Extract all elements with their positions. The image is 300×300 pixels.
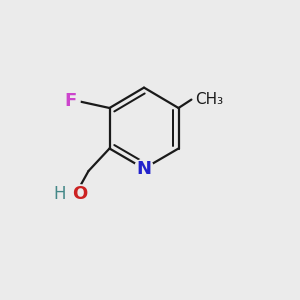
- Text: N: N: [136, 160, 152, 178]
- Circle shape: [50, 185, 70, 204]
- Text: CH₃: CH₃: [195, 92, 223, 107]
- Text: F: F: [64, 92, 76, 110]
- Circle shape: [70, 185, 89, 204]
- Circle shape: [134, 159, 154, 178]
- Circle shape: [61, 91, 80, 110]
- Text: H: H: [54, 185, 66, 203]
- Text: O: O: [72, 185, 87, 203]
